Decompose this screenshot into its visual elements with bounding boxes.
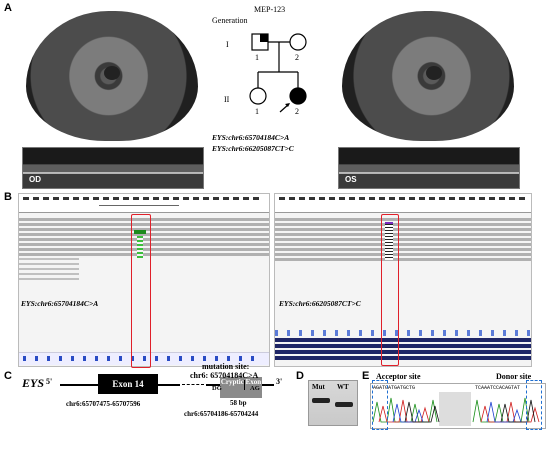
fundus-image-os: OS: [338, 8, 518, 144]
three-prime-label: 3': [276, 377, 283, 386]
five-prime-label: 5': [46, 377, 53, 386]
mutation-site: chr6: 65704184C>A: [190, 371, 259, 380]
igv-panel-right: EYS:chr6:66205087CT>C: [274, 193, 532, 367]
pedigree-I-2-female: [289, 33, 307, 51]
optic-region: [426, 66, 442, 80]
panel-letter-c: C: [4, 370, 12, 382]
pedigree-label-I-1: 1: [255, 53, 259, 62]
donor-site-label: Donor site: [496, 372, 532, 381]
pedigree-chart: [249, 33, 307, 113]
generation-i: I: [226, 40, 229, 49]
generation-label: Generation: [212, 16, 248, 25]
gel-band-mut: [312, 398, 330, 403]
cryptic-size: 58 bp: [230, 399, 247, 407]
intron-line: [60, 384, 98, 386]
variant-highlight-box: [131, 214, 151, 368]
panel-letter-e: E: [362, 370, 370, 382]
pedigree-label-II-1: 1: [255, 107, 259, 116]
acceptor-site-label: Acceptor site: [376, 372, 421, 381]
mutation-pointer: [244, 380, 245, 390]
acceptor-site-box: [372, 380, 388, 430]
exon-14-box: Exon 14: [98, 374, 158, 394]
oct-scan-os: OS: [338, 147, 520, 189]
carrier-fill: [260, 34, 268, 42]
pedigree-label-II-2: 2: [295, 107, 299, 116]
igv-navy-bar: [275, 338, 531, 342]
igv-panel-left: EYS:chr6:65704184C>A: [18, 193, 270, 368]
mutation-title: mutation site:: [202, 362, 250, 371]
dg-label: DG: [212, 385, 222, 392]
oct-scan-od: OD: [22, 147, 204, 189]
pedigree-label-I-2: 2: [295, 53, 299, 62]
donor-site-box: [526, 380, 542, 430]
cryptic-exon-box: Cryptic Exon: [220, 377, 262, 398]
dashed-intron: [182, 384, 204, 385]
oct-label-od: OD: [29, 175, 41, 184]
igv-right-variant-label: EYS:chr6:66205087CT>C: [279, 299, 361, 308]
family-id: MEP-123: [254, 5, 286, 14]
fundus-image-od: OD: [22, 8, 202, 144]
chromatogram: AGATGATGATGCTG TCAAATCCACAGTAT: [370, 383, 546, 429]
panel-letter-d: D: [296, 370, 304, 382]
igv-sequence-track: [19, 352, 269, 365]
exon-coords: chr6:65707475-65707596: [66, 400, 141, 408]
sequence-left: AGATGATGATGCTG: [373, 385, 416, 391]
variant-highlight-box: [381, 214, 399, 366]
pedigree-II-1-female: [249, 87, 267, 105]
deletion-marks: [385, 224, 393, 260]
gel-band-wt: [335, 402, 353, 407]
pedigree-II-2-proband: [289, 87, 307, 105]
igv-read-pileup-lower: [19, 258, 79, 280]
chromatogram-peaks: [372, 397, 540, 423]
panel-letter-b: B: [4, 191, 12, 203]
eye-label-od: OD: [30, 14, 42, 23]
snv-marker: [134, 230, 146, 234]
panel-letter-a: A: [4, 2, 12, 14]
igv-read-pileup: [275, 218, 531, 262]
sequence-right: TCAAATCCACAGTAT: [475, 385, 521, 391]
igv-ruler: [19, 194, 269, 213]
eye-label-os: OS: [488, 14, 500, 23]
oct-label-os: OS: [345, 175, 357, 184]
igv-ruler: [275, 194, 531, 213]
gel-image: Mut WT: [308, 380, 358, 426]
gel-lane-mut: Mut: [312, 383, 325, 391]
variant-2-label: EYS:chr6:66205087CT>C: [212, 144, 294, 153]
cryptic-coords: chr6:65704186-65704244: [184, 410, 259, 418]
generation-ii: II: [224, 95, 230, 104]
variant-1-label: EYS:chr6:65704184C>A: [212, 133, 290, 142]
optic-region: [104, 66, 120, 80]
gel-lane-wt: WT: [337, 383, 349, 391]
igv-left-variant-label: EYS:chr6:65704184C>A: [21, 299, 99, 308]
gene-name: EYS: [22, 376, 45, 390]
gap-region: [439, 392, 471, 426]
igv-read-pileup: [19, 218, 269, 258]
ag-label: AG: [250, 385, 260, 392]
